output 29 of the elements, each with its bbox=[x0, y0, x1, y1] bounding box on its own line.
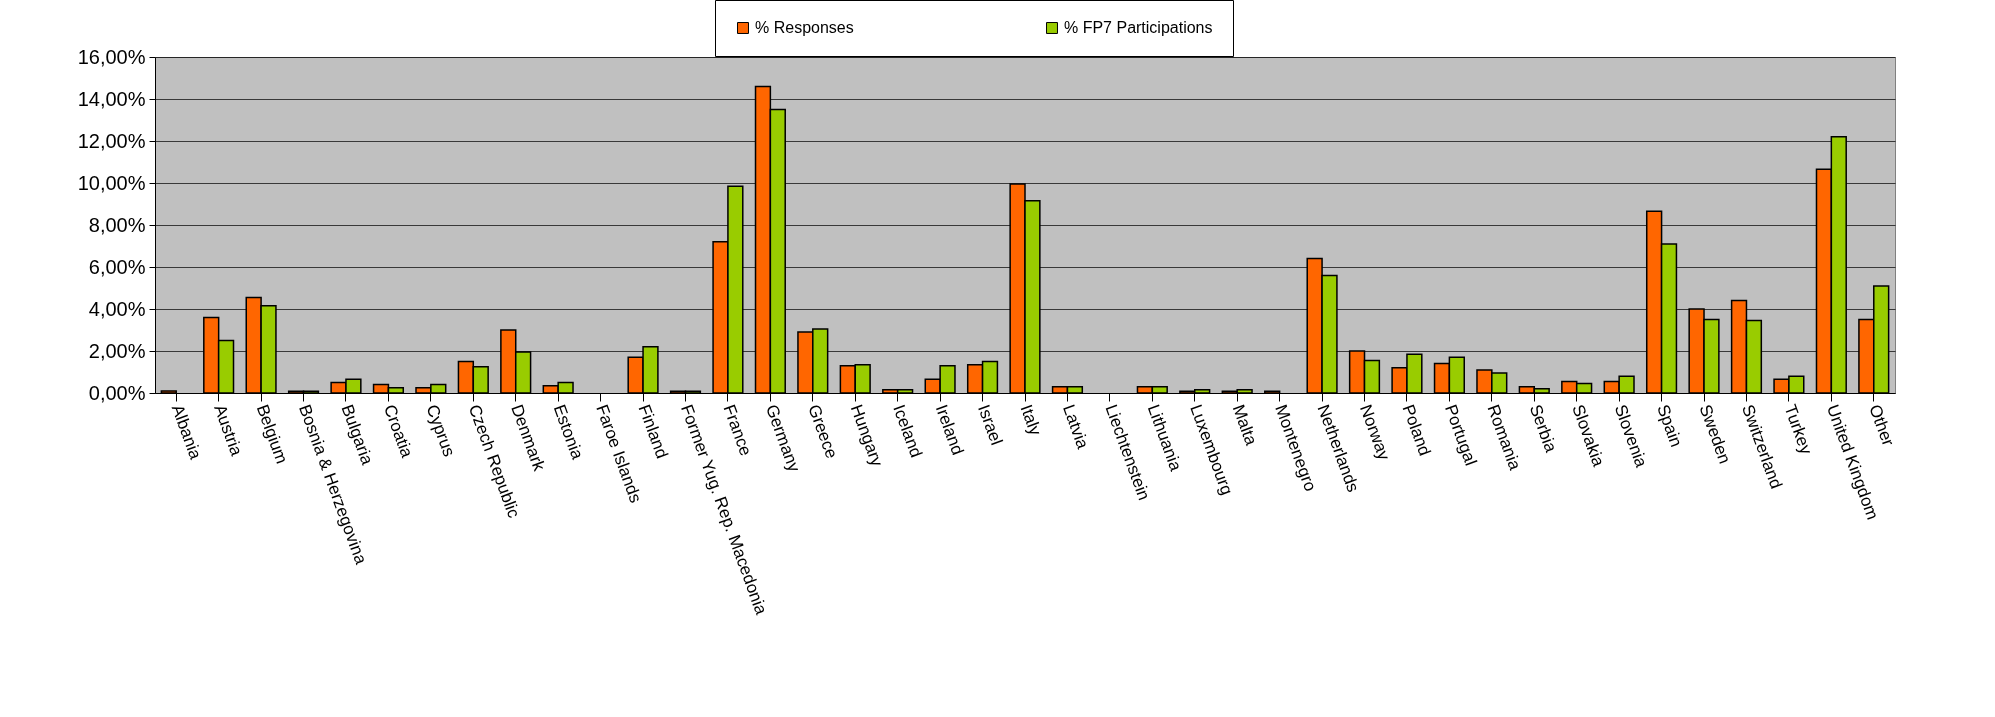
x-tick-label: Israel bbox=[974, 402, 1007, 448]
x-tick-label: Croatia bbox=[379, 402, 417, 461]
y-tick-label: 0,00% bbox=[88, 381, 146, 404]
y-tick-label: 6,00% bbox=[88, 255, 146, 278]
y-tick-label: 4,00% bbox=[88, 297, 146, 320]
x-tick-label: Latvia bbox=[1058, 402, 1093, 452]
x-tick-label: France bbox=[719, 402, 756, 459]
x-tick-label: Malta bbox=[1228, 402, 1261, 449]
legend-label: % FP7 Participations bbox=[1064, 19, 1213, 36]
x-tick-label: Sweden bbox=[1695, 402, 1735, 467]
legend-label: % Responses bbox=[755, 19, 854, 36]
x-tick-label: Estonia bbox=[549, 402, 588, 463]
x-tick-label: Greece bbox=[804, 402, 842, 461]
x-tick-label: Other bbox=[1865, 402, 1898, 449]
x-tick-label: Albania bbox=[167, 402, 206, 463]
x-tick-label: Norway bbox=[1356, 402, 1394, 464]
x-tick-label: Spain bbox=[1653, 402, 1686, 450]
y-tick-label: 2,00% bbox=[88, 339, 146, 362]
y-tick-label: 16,00% bbox=[77, 45, 146, 68]
x-tick-label: Austria bbox=[210, 402, 247, 459]
y-tick-label: 12,00% bbox=[77, 129, 146, 152]
x-tick-label: Serbia bbox=[1525, 402, 1561, 456]
x-tick-label: Turkey bbox=[1780, 402, 1817, 458]
x-tick-label: Italy bbox=[1016, 402, 1046, 439]
y-tick-label: 8,00% bbox=[88, 213, 146, 236]
x-tick-label: Cyprus bbox=[422, 402, 459, 460]
x-tick-label: Belgium bbox=[252, 402, 292, 467]
y-tick-label: 14,00% bbox=[77, 87, 146, 110]
y-tick-label: 10,00% bbox=[77, 171, 146, 194]
